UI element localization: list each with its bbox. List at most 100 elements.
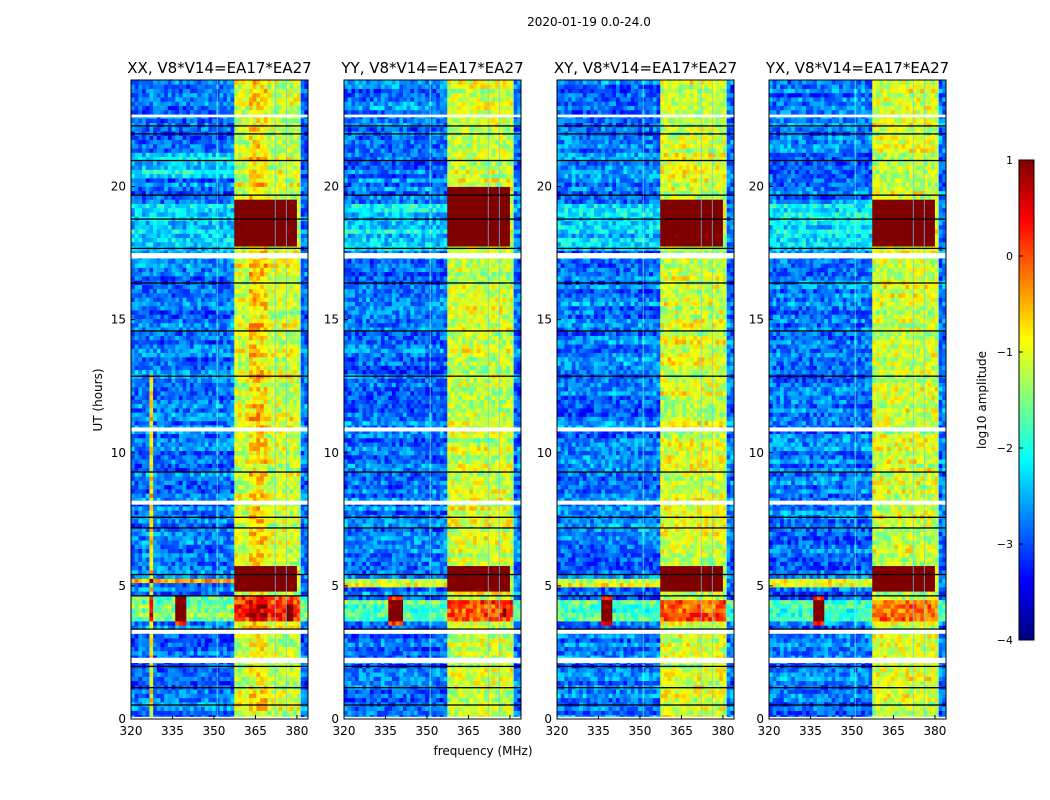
heatmap-cell [190, 578, 194, 583]
heatmap-cell [164, 404, 168, 409]
heatmap-cell [205, 289, 209, 294]
heatmap-cell [194, 706, 198, 711]
heatmap-cell [146, 587, 150, 592]
heatmap-cell [238, 455, 242, 460]
heatmap-cell [271, 417, 275, 422]
heatmap-cell [205, 357, 209, 362]
heatmap-cell [135, 480, 139, 485]
heatmap-cell [293, 357, 297, 362]
heatmap-cell [223, 451, 227, 456]
heatmap-cell [149, 463, 153, 468]
heatmap-cell [201, 689, 205, 694]
heatmap-cell [161, 702, 165, 707]
heatmap-cell [212, 638, 216, 643]
heatmap-cell [279, 621, 283, 626]
heatmap-cell [238, 276, 242, 281]
heatmap-cell [301, 519, 305, 524]
heatmap-cell [267, 421, 271, 426]
heatmap-cell [161, 293, 165, 298]
heatmap-cell [234, 357, 238, 362]
heatmap-cell [205, 353, 209, 358]
heatmap-cell [201, 536, 205, 541]
heatmap-cell [271, 604, 275, 609]
heatmap-cell [238, 417, 242, 422]
heatmap-cell [220, 438, 224, 443]
heatmap-cell [183, 293, 187, 298]
heatmap-cell [161, 676, 165, 681]
heatmap-cell [149, 442, 153, 447]
heatmap-cell [216, 476, 220, 481]
heatmap-cell [168, 591, 172, 596]
heatmap-cell [190, 408, 194, 413]
heatmap-cell [238, 536, 242, 541]
heatmap-cell [256, 702, 260, 707]
heatmap-cell [267, 319, 271, 324]
heatmap-cell [194, 493, 198, 498]
heatmap-cell [267, 549, 271, 554]
heatmap-cell [212, 485, 216, 490]
heatmap-cell [157, 532, 161, 537]
heatmap-cell [183, 395, 187, 400]
heatmap-cell [249, 336, 253, 341]
heatmap-cell [164, 323, 168, 328]
heatmap-cell [135, 668, 139, 673]
heatmap-cell [149, 617, 153, 622]
heatmap-cell [290, 412, 294, 417]
heatmap-cell [142, 519, 146, 524]
heatmap-cell [238, 557, 242, 562]
heatmap-cell [194, 587, 198, 592]
heatmap-cell [183, 510, 187, 515]
heatmap-cell [157, 455, 161, 460]
heatmap-cell [267, 395, 271, 400]
heatmap-cell [220, 549, 224, 554]
heatmap-cell [208, 336, 212, 341]
heatmap-cell [135, 395, 139, 400]
heatmap-cell [227, 331, 231, 336]
heatmap-cell [164, 493, 168, 498]
heatmap-cell [183, 617, 187, 622]
heatmap-cell [227, 617, 231, 622]
heatmap-cell [186, 710, 190, 715]
heatmap-cell [290, 306, 294, 311]
heatmap-cell [205, 608, 209, 613]
heatmap-cell [267, 634, 271, 639]
heatmap-cell [194, 408, 198, 413]
heatmap-cell [175, 391, 179, 396]
heatmap-cell [186, 395, 190, 400]
heatmap-cell [293, 617, 297, 622]
heatmap-cell [212, 284, 216, 289]
heatmap-cell [172, 642, 176, 647]
heatmap-cell [216, 442, 220, 447]
heatmap-cell [264, 323, 268, 328]
heatmap-cell [212, 668, 216, 673]
heatmap-cell [238, 540, 242, 545]
heatmap-cell [208, 361, 212, 366]
heatmap-cell [197, 370, 201, 375]
heatmap-cell [245, 600, 249, 605]
heatmap-cell [135, 463, 139, 468]
heatmap-cell [223, 293, 227, 298]
heatmap-cell [205, 676, 209, 681]
heatmap-cell [175, 408, 179, 413]
heatmap-cell [242, 319, 246, 324]
heatmap-cell [234, 672, 238, 677]
heatmap-cell [271, 340, 275, 345]
heatmap-cell [253, 306, 257, 311]
heatmap-cell [179, 604, 183, 609]
heatmap-cell [260, 570, 264, 575]
heatmap-cell [227, 634, 231, 639]
heatmap-cell [290, 378, 294, 383]
heatmap-cell [242, 284, 246, 289]
heatmap-cell [161, 638, 165, 643]
heatmap-cell [212, 476, 216, 481]
heatmap-cell [231, 276, 235, 281]
heatmap-cell [194, 353, 198, 358]
heatmap-cell [161, 489, 165, 494]
heatmap-cell [301, 306, 305, 311]
heatmap-cell [208, 506, 212, 511]
heatmap-cell [216, 540, 220, 545]
heatmap-cell [161, 480, 165, 485]
heatmap-cell [164, 331, 168, 336]
heatmap-cell [135, 434, 139, 439]
heatmap-cell [146, 451, 150, 456]
